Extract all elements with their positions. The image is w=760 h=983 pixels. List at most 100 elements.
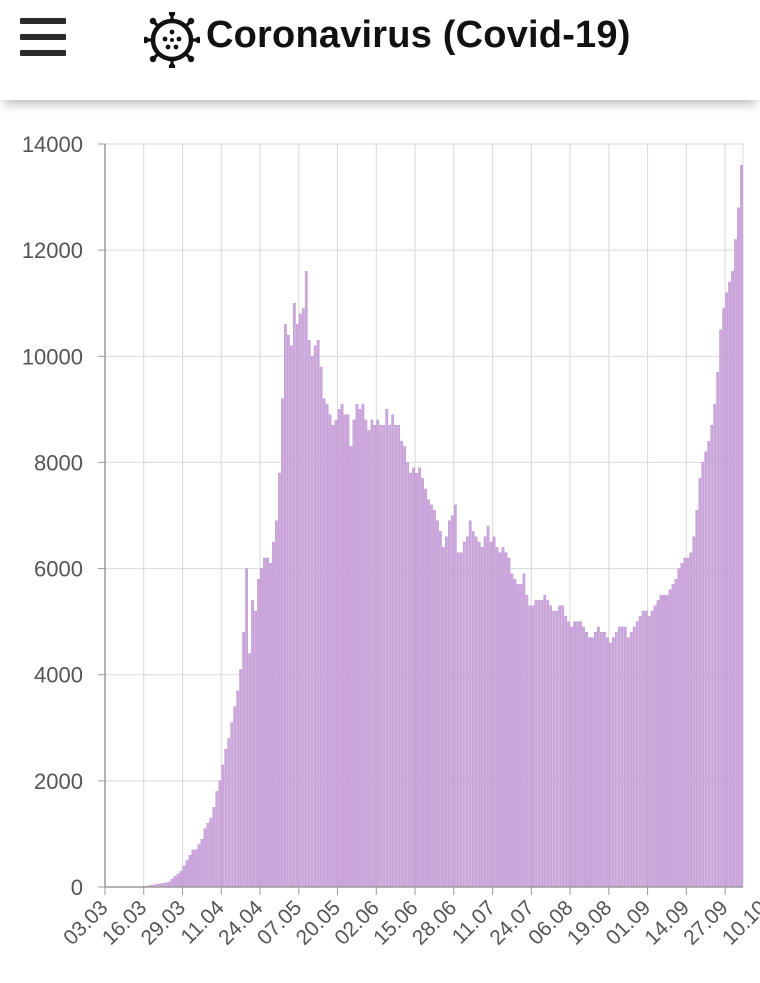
- bar: [194, 849, 198, 888]
- bar: [206, 823, 210, 888]
- bar: [647, 616, 651, 888]
- bar: [239, 669, 243, 888]
- x-tick-label: 19.08: [563, 896, 616, 949]
- x-tick-label: 06.08: [524, 896, 577, 949]
- bar: [665, 594, 669, 888]
- bar: [522, 573, 526, 888]
- bar: [480, 547, 484, 888]
- y-tick-label: 14000: [22, 132, 83, 157]
- bar: [617, 626, 621, 888]
- y-tick-label: 10000: [22, 344, 83, 369]
- bar: [439, 531, 442, 888]
- bar: [507, 557, 511, 888]
- bar: [176, 873, 180, 888]
- bar: [415, 472, 418, 888]
- bar: [489, 541, 493, 888]
- bar: [516, 584, 520, 888]
- x-tick-label: 24.07: [485, 896, 538, 949]
- bar: [728, 281, 731, 888]
- bar: [635, 621, 639, 888]
- bar: [588, 637, 591, 888]
- bar: [704, 451, 708, 888]
- bar: [638, 616, 642, 888]
- bar: [400, 441, 404, 888]
- bar: [212, 807, 216, 888]
- bar: [468, 520, 472, 888]
- y-tick-label: 8000: [34, 450, 83, 475]
- x-tick-label: 28.06: [408, 896, 461, 949]
- bar: [236, 690, 240, 888]
- bar: [486, 525, 490, 888]
- bar: [310, 356, 314, 888]
- bar: [459, 552, 463, 888]
- x-tick-label: 20.05: [292, 896, 345, 949]
- bar: [343, 414, 347, 888]
- bar: [474, 536, 478, 888]
- bar: [328, 414, 332, 888]
- bar: [606, 637, 609, 888]
- bar: [716, 372, 720, 888]
- bar: [260, 568, 263, 888]
- bar: [453, 504, 457, 888]
- bar: [337, 409, 341, 888]
- bar: [200, 839, 204, 888]
- bar: [686, 557, 690, 888]
- bar: [600, 632, 603, 888]
- bar: [251, 600, 254, 888]
- bar: [445, 536, 448, 888]
- bar: [692, 536, 696, 888]
- bar: [319, 366, 323, 888]
- y-tick-label: 2000: [34, 769, 83, 794]
- virus-icon: [144, 12, 200, 68]
- bar: [707, 441, 711, 888]
- x-tick-label: 29.03: [137, 896, 190, 949]
- bar: [492, 536, 496, 888]
- bar: [525, 594, 529, 888]
- bar: [304, 271, 308, 888]
- bar: [215, 791, 219, 888]
- bar: [313, 345, 317, 888]
- bar: [603, 632, 606, 888]
- bar: [230, 722, 234, 888]
- bar: [677, 568, 681, 888]
- bar: [573, 621, 576, 888]
- bar: [597, 626, 600, 888]
- bar: [376, 419, 380, 888]
- bar: [301, 308, 305, 888]
- bar: [278, 472, 281, 888]
- bar: [629, 632, 633, 888]
- hamburger-menu-icon[interactable]: [20, 16, 68, 56]
- bar: [498, 552, 502, 888]
- bar: [740, 165, 743, 888]
- bar: [671, 584, 675, 888]
- bar: [504, 552, 508, 888]
- bar: [561, 605, 565, 888]
- bar: [266, 557, 269, 888]
- bar: [644, 610, 648, 888]
- bar: [519, 584, 523, 888]
- bar: [248, 653, 251, 888]
- bar: [623, 626, 627, 888]
- bar: [555, 610, 559, 888]
- bar: [540, 600, 544, 888]
- x-tick-label: 27.09: [679, 896, 732, 949]
- bar: [456, 552, 460, 888]
- bar: [358, 409, 362, 888]
- y-tick-label: 6000: [34, 557, 83, 582]
- bar: [737, 207, 740, 888]
- bar: [349, 446, 353, 888]
- bar: [385, 409, 389, 888]
- bar: [701, 462, 705, 888]
- y-tick-label: 4000: [34, 663, 83, 688]
- x-tick-label: 07.05: [253, 896, 306, 949]
- bar: [275, 520, 278, 888]
- x-tick-label: 02.06: [330, 896, 383, 949]
- bar: [170, 878, 174, 888]
- bar: [662, 594, 666, 888]
- bar: [361, 403, 365, 888]
- bar: [406, 462, 409, 888]
- bar: [632, 626, 636, 888]
- bar: [185, 860, 189, 888]
- y-tick-label: 12000: [22, 238, 83, 263]
- bar: [570, 626, 573, 888]
